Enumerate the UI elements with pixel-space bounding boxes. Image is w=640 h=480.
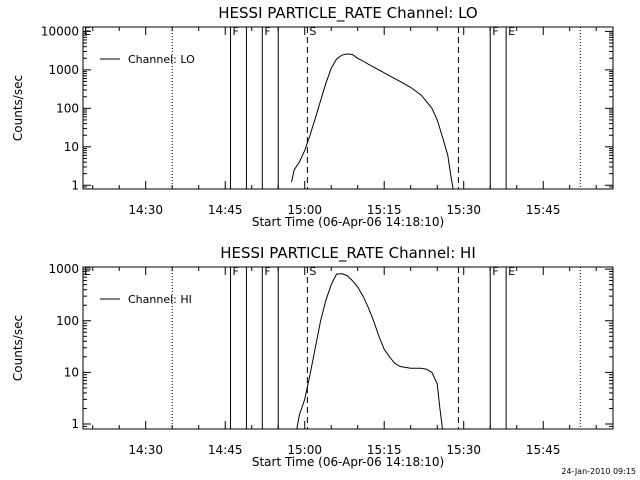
marker-flag-label: F xyxy=(264,265,270,278)
y-axis-label: Counts/sec xyxy=(11,75,25,141)
x-tick-label: 14:30 xyxy=(128,203,163,217)
x-axis-label: Start Time (06-Apr-06 14:18:10) xyxy=(252,455,444,469)
marker-flag-label: S xyxy=(309,25,316,38)
y-tick-label: 100 xyxy=(56,101,79,115)
marker-flag-label: F xyxy=(233,265,239,278)
marker-flag-label: F xyxy=(492,25,498,38)
x-tick-label: 15:45 xyxy=(526,203,561,217)
corner-flag-label: E xyxy=(84,265,91,278)
x-tick-label: 14:45 xyxy=(208,443,243,457)
x-tick-label: 15:15 xyxy=(367,203,402,217)
y-tick-label: 1000 xyxy=(48,63,79,77)
plot-frame xyxy=(82,266,614,430)
chart-title: HESSI PARTICLE_RATE Channel: HI xyxy=(220,244,476,263)
plot-frame xyxy=(82,26,614,190)
x-tick-label: 15:30 xyxy=(446,443,481,457)
x-axis-label: Start Time (06-Apr-06 14:18:10) xyxy=(252,215,444,229)
x-tick-label: 15:30 xyxy=(446,203,481,217)
chart-title: HESSI PARTICLE_RATE Channel: LO xyxy=(218,4,477,23)
legend-label: Channel: HI xyxy=(128,293,192,306)
x-tick-label: 15:00 xyxy=(287,203,322,217)
y-tick-label: 100 xyxy=(56,314,79,328)
y-tick-label: 10 xyxy=(64,140,79,154)
y-tick-label: 10000 xyxy=(41,24,79,38)
marker-flag-label: E xyxy=(508,265,515,278)
marker-flag-label: E xyxy=(508,25,515,38)
x-tick-label: 15:00 xyxy=(287,443,322,457)
y-tick-label: 1 xyxy=(71,178,79,192)
x-tick-label: 15:45 xyxy=(526,443,561,457)
series-line xyxy=(296,273,443,430)
chart-panel-1: HESSI PARTICLE_RATE Channel: LO 14:30 14:4… xyxy=(11,4,614,229)
date-stamp: 24-Jan-2010 09:15 xyxy=(561,467,636,476)
series-line xyxy=(291,53,454,190)
corner-flag-label: E xyxy=(84,25,91,38)
marker-flag-label: S xyxy=(309,265,316,278)
y-tick-label: 1 xyxy=(71,417,79,431)
legend-label: Channel: LO xyxy=(128,53,195,66)
x-tick-label: 14:45 xyxy=(208,203,243,217)
x-tick-label: 14:30 xyxy=(128,443,163,457)
y-axis-label: Counts/sec xyxy=(11,315,25,381)
marker-flag-label: F xyxy=(492,265,498,278)
marker-flag-label: F xyxy=(264,25,270,38)
x-tick-label: 15:15 xyxy=(367,443,402,457)
y-tick-label: 10 xyxy=(64,365,79,379)
chart-panel-2: HESSI PARTICLE_RATE Channel: HI 14:30 14:4… xyxy=(11,244,614,469)
marker-flag-label: F xyxy=(233,25,239,38)
y-tick-label: 1000 xyxy=(48,262,79,276)
